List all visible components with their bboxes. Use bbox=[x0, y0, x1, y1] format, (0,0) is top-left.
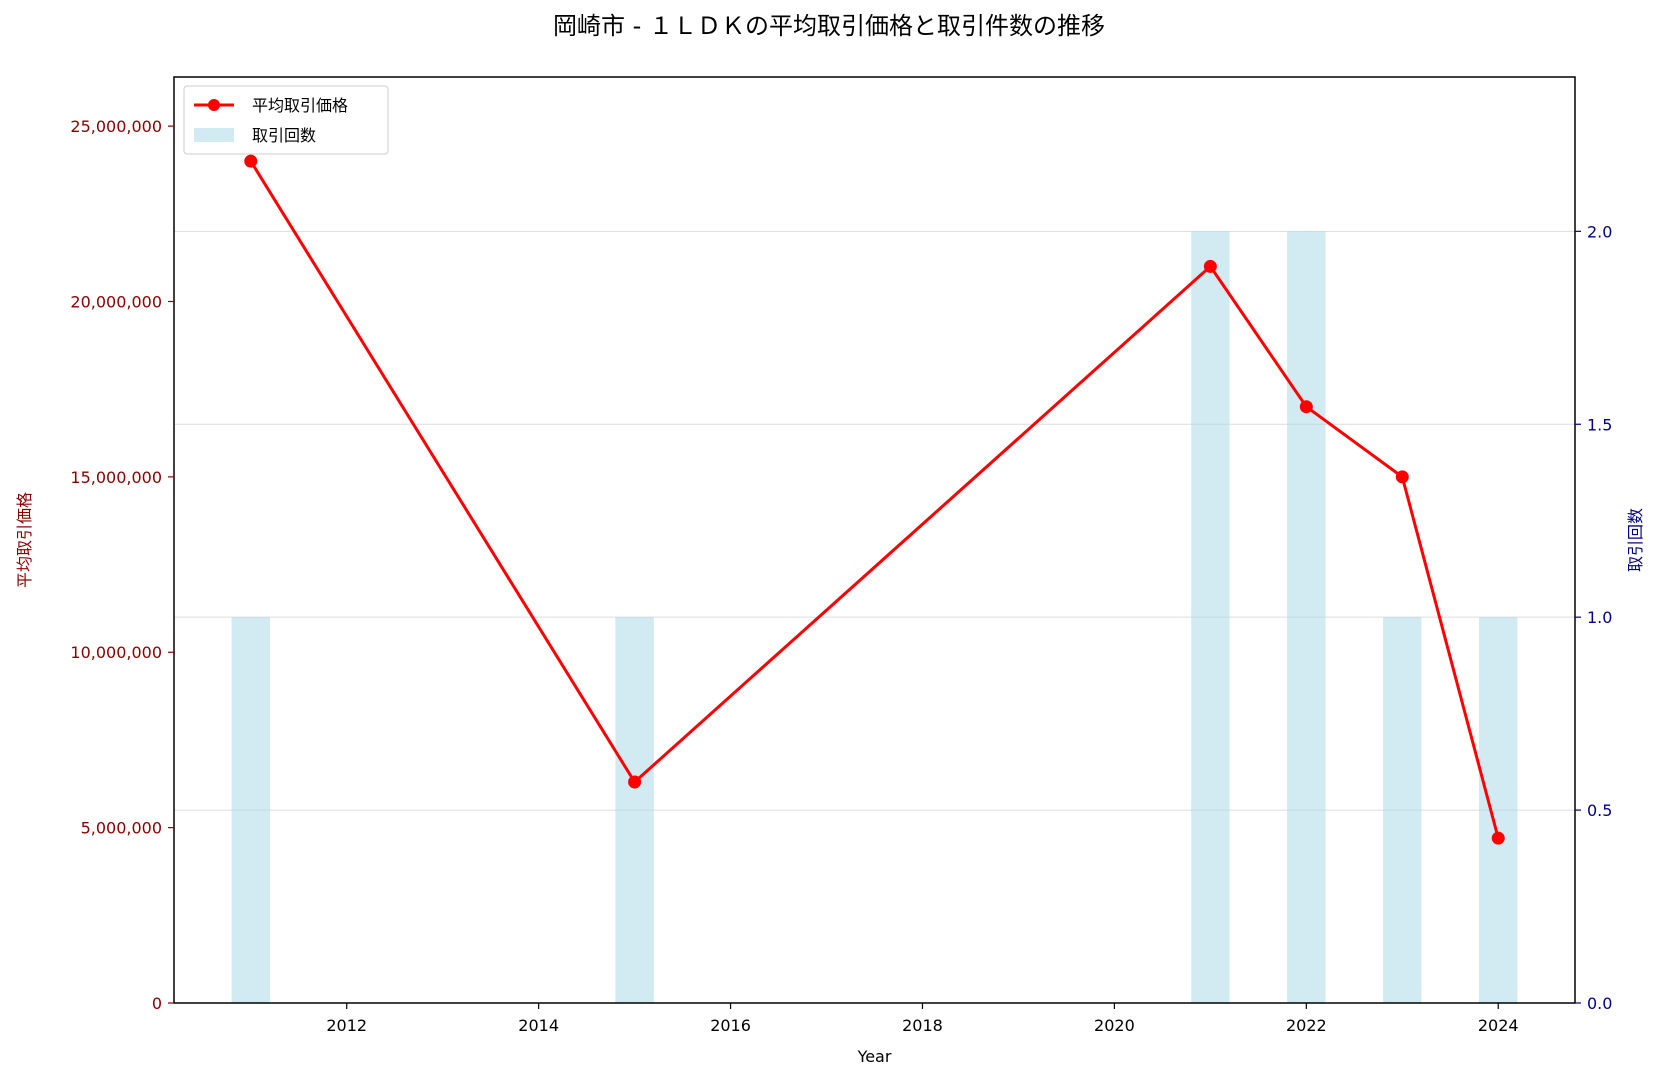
line-layer bbox=[244, 154, 1505, 845]
x-tick-label: 2014 bbox=[518, 1016, 559, 1035]
y-right-tick-label: 0.5 bbox=[1587, 801, 1612, 820]
legend-bar-swatch bbox=[194, 128, 234, 142]
x-axis-title: Year bbox=[857, 1047, 892, 1066]
x-tick-label: 2024 bbox=[1478, 1016, 1519, 1035]
price-point-2011 bbox=[244, 154, 258, 168]
y-left-axis-title: 平均取引価格 bbox=[15, 492, 34, 588]
legend-box bbox=[183, 85, 389, 155]
x-tick-label: 2012 bbox=[326, 1016, 367, 1035]
x-tick-label: 2016 bbox=[710, 1016, 751, 1035]
y-right-tick-label: 2.0 bbox=[1587, 222, 1612, 241]
y-left-tick-label: 10,000,000 bbox=[70, 643, 162, 662]
x-tick-label: 2022 bbox=[1286, 1016, 1327, 1035]
legend: 平均取引価格 取引回数 bbox=[183, 85, 389, 155]
chart-title: 岡崎市 - １ＬＤＫの平均取引価格と取引件数の推移 bbox=[553, 12, 1105, 40]
bar-count-2015 bbox=[615, 617, 654, 1003]
y-left-tick-label: 5,000,000 bbox=[81, 819, 162, 838]
y-right-axis-ticks: 0.0 0.5 1.0 1.5 2.0 bbox=[1575, 222, 1612, 1013]
y-left-tick-label: 0 bbox=[152, 994, 162, 1013]
price-line bbox=[249, 160, 1500, 839]
y-left-axis-ticks: 0 5,000,000 10,000,000 15,000,000 20,000,000… bbox=[70, 117, 174, 1013]
y-left-tick-label: 20,000,000 bbox=[70, 292, 162, 311]
y-right-tick-label: 1.5 bbox=[1587, 415, 1612, 434]
price-point-2015 bbox=[628, 775, 642, 789]
price-point-2021 bbox=[1203, 259, 1217, 273]
bar-count-2023 bbox=[1383, 617, 1422, 1003]
y-right-tick-label: 0.0 bbox=[1587, 994, 1612, 1013]
bar-count-2022 bbox=[1287, 231, 1326, 1004]
legend-label-price: 平均取引価格 bbox=[252, 96, 348, 115]
x-tick-label: 2020 bbox=[1094, 1016, 1135, 1035]
bar-count-2011 bbox=[231, 617, 270, 1003]
bar-count-2021 bbox=[1191, 231, 1230, 1004]
bars-layer bbox=[231, 231, 1518, 1004]
x-axis-ticks: 2012 2014 2016 2018 2020 2022 2024 bbox=[326, 1003, 1519, 1035]
price-point-2023 bbox=[1395, 470, 1409, 484]
legend-label-count: 取引回数 bbox=[252, 126, 316, 145]
grid-layer bbox=[174, 230, 1575, 811]
x-tick-label: 2018 bbox=[902, 1016, 943, 1035]
y-left-tick-label: 25,000,000 bbox=[70, 117, 162, 136]
price-point-2024 bbox=[1491, 831, 1505, 845]
bar-count-2024 bbox=[1479, 617, 1518, 1003]
y-right-tick-label: 1.0 bbox=[1587, 608, 1612, 627]
y-right-axis-title: 取引回数 bbox=[1626, 508, 1645, 572]
plot-frame bbox=[173, 76, 1576, 1004]
y-left-tick-label: 15,000,000 bbox=[70, 468, 162, 487]
price-point-2022 bbox=[1299, 400, 1313, 414]
legend-line-marker bbox=[208, 99, 220, 111]
